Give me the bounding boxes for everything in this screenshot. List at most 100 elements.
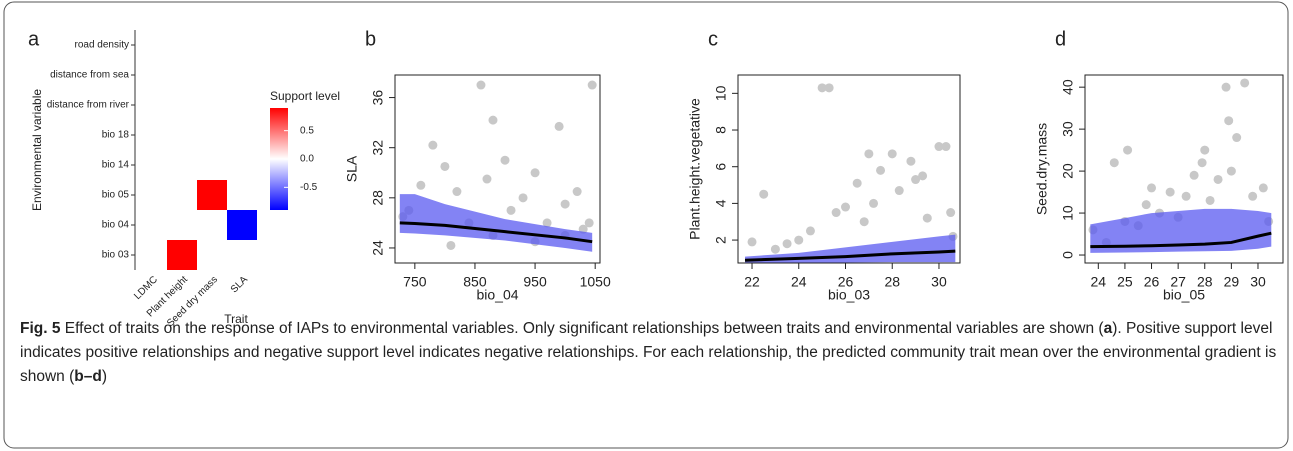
- y-tick-label: 6: [713, 163, 729, 171]
- colorbar-tick-label: -0.5: [300, 182, 318, 193]
- figure-border: [3, 1, 1289, 449]
- panel-label: a: [28, 28, 40, 50]
- x-tick-label: 30: [931, 274, 947, 290]
- colorbar-tick-label: 0.5: [300, 125, 314, 136]
- point: [794, 235, 804, 245]
- y-tick-label: 28: [370, 190, 386, 206]
- y-tick-label: 4: [713, 199, 729, 207]
- point: [440, 161, 450, 171]
- y-tick-label: 30: [1060, 121, 1076, 137]
- y-tick-label: 8: [713, 126, 729, 134]
- point: [805, 226, 815, 236]
- point: [1258, 183, 1268, 193]
- point: [1224, 116, 1234, 126]
- point: [554, 121, 564, 131]
- point: [518, 193, 528, 203]
- caption: Fig. 5 Effect of traits on the response …: [20, 317, 1278, 389]
- caption-text: b–d: [74, 368, 102, 385]
- point: [906, 156, 916, 166]
- y-tick-label: bio 05: [102, 190, 130, 201]
- point: [894, 186, 904, 196]
- x-tick-label: 28: [1197, 274, 1213, 290]
- y-axis-label: Environmental variable: [30, 89, 44, 211]
- confidence-band: [745, 234, 956, 263]
- point: [946, 208, 956, 218]
- y-tick-label: road density: [75, 40, 129, 51]
- point: [911, 175, 921, 185]
- point: [782, 239, 792, 249]
- point: [859, 217, 869, 227]
- plot-area: [398, 80, 597, 252]
- y-axis-label: Plant.height.vegetative: [687, 98, 703, 240]
- colorbar: [270, 108, 288, 210]
- fit-line: [1090, 231, 1272, 249]
- colorbar-tick-label: 0.0: [300, 154, 314, 165]
- point: [934, 142, 944, 152]
- y-tick-label: 20: [1060, 163, 1076, 179]
- plot-area: [744, 83, 958, 263]
- heat-cell: [227, 210, 257, 240]
- point: [1109, 158, 1119, 168]
- x-tick-label: 850: [463, 274, 487, 290]
- point: [476, 80, 486, 90]
- x-tick-label: 29: [1224, 274, 1240, 290]
- x-axis-label: Trait: [224, 312, 248, 326]
- x-tick-label: 28: [884, 274, 900, 290]
- x-tick-label: 26: [838, 274, 854, 290]
- caption-text: Effect of traits on the response of IAPs…: [60, 320, 1104, 337]
- y-tick-label: 24: [370, 240, 386, 256]
- y-tick-label: 40: [1060, 79, 1076, 95]
- point: [817, 83, 827, 93]
- caption-text: ). Positive support level indicates posi…: [20, 320, 1277, 385]
- y-axis-label: SLA: [344, 155, 360, 182]
- point: [1221, 82, 1231, 92]
- x-tick-label: 22: [744, 274, 760, 290]
- x-tick-label: 1050: [580, 274, 611, 290]
- point: [747, 237, 757, 247]
- plot-frame: [394, 74, 601, 264]
- y-axis-label: Seed.dry.mass: [1034, 123, 1050, 215]
- point: [1200, 145, 1210, 155]
- point: [1189, 170, 1199, 180]
- point: [416, 180, 426, 190]
- point: [840, 202, 850, 212]
- point: [1165, 187, 1175, 197]
- point: [1248, 191, 1258, 201]
- y-tick-label: 36: [370, 90, 386, 106]
- x-tick-label: 30: [1250, 274, 1266, 290]
- point: [918, 171, 928, 181]
- point: [869, 198, 879, 208]
- x-tick-label: 27: [1170, 274, 1186, 290]
- y-tick-label: bio 04: [102, 220, 130, 231]
- heat-cell: [167, 240, 197, 270]
- y-tick-label: bio 03: [102, 250, 130, 261]
- y-tick-label: distance from river: [47, 100, 130, 111]
- panel-label: c: [708, 28, 718, 50]
- plot-area: [1088, 78, 1274, 253]
- caption-text: a: [1103, 320, 1113, 337]
- y-tick-label: 0: [1060, 251, 1076, 259]
- colorbar-title: Support level: [270, 89, 340, 103]
- x-tick-label: 950: [523, 274, 547, 290]
- point: [1197, 158, 1207, 168]
- point: [1147, 183, 1157, 193]
- point: [864, 149, 874, 159]
- point: [428, 140, 438, 150]
- x-axis-label: bio_04: [476, 287, 518, 303]
- fit-line: [744, 249, 956, 262]
- point: [1232, 133, 1242, 143]
- x-tick-label: 24: [1091, 274, 1107, 290]
- caption-text: ): [101, 368, 108, 385]
- plot-frame: [737, 74, 961, 264]
- panel-label: d: [1055, 28, 1066, 50]
- point: [852, 178, 862, 188]
- x-axis-label: bio_03: [828, 287, 870, 303]
- point: [584, 218, 594, 228]
- point: [1226, 166, 1236, 176]
- fit-line: [399, 221, 593, 244]
- point: [922, 213, 932, 223]
- point: [446, 240, 456, 250]
- point: [560, 199, 570, 209]
- confidence-band: [399, 194, 593, 252]
